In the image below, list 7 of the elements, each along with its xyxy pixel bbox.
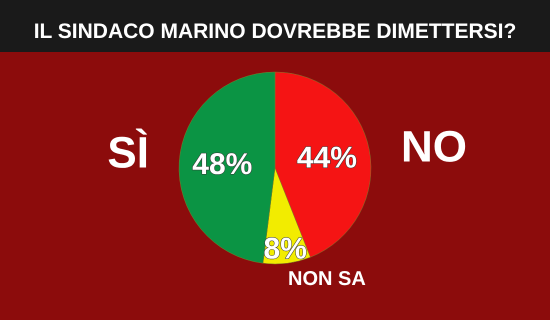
- slice-label: NON SA: [288, 268, 366, 290]
- chart-title: IL SINDACO MARINO DOVREBBE DIMETTERSI?: [34, 20, 516, 43]
- slice-label: NO: [401, 122, 467, 172]
- data-label: 8%: [264, 232, 307, 266]
- data-label: 44%: [296, 142, 357, 175]
- slice-label: SÌ: [107, 128, 149, 178]
- data-label: 48%: [192, 148, 252, 182]
